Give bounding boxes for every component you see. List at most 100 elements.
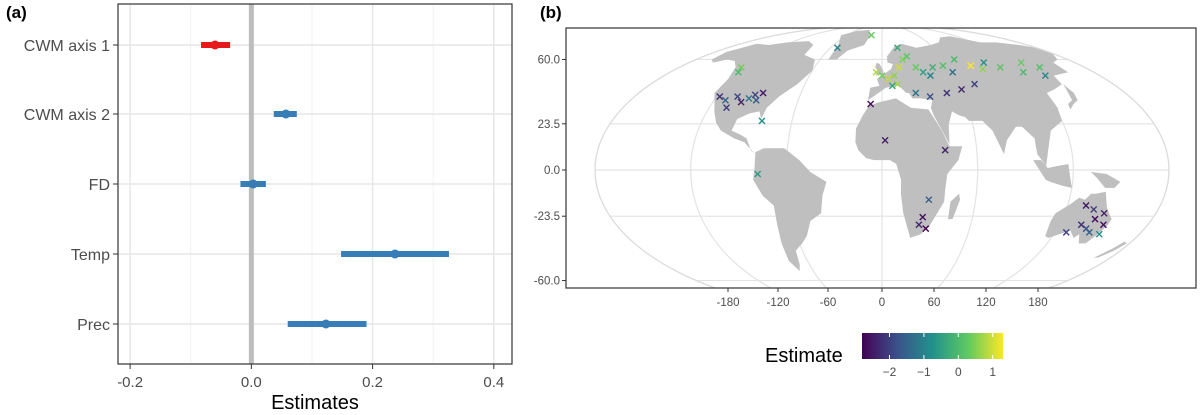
lon-tick-label: 180 [1028, 297, 1047, 309]
lon-tick-label: 120 [976, 297, 995, 309]
estimate-point [281, 109, 291, 119]
site-marker [926, 93, 934, 101]
site-marker [1077, 221, 1085, 229]
row-label: CWM axis 2 [24, 107, 110, 124]
x-tick-label: 0.0 [241, 374, 262, 391]
site-marker [723, 104, 731, 112]
map-area [594, 28, 1170, 288]
site-marker [925, 196, 933, 204]
site-marker [1017, 59, 1025, 67]
panel-b-label: (b) [540, 3, 562, 22]
site-marker [734, 68, 742, 76]
plot-border [117, 3, 513, 365]
site-marker [881, 136, 889, 144]
lat-tick-label: 0.0 [544, 165, 560, 177]
site-marker [1095, 230, 1103, 238]
site-marker [1019, 68, 1027, 76]
site-marker [721, 96, 729, 104]
site-marker [971, 80, 979, 88]
site-marker [958, 85, 966, 93]
x-tick-label: -0.2 [117, 374, 143, 391]
x-axis-title: Estimates [271, 392, 359, 414]
row-label: Prec [77, 317, 110, 334]
site-marker [950, 55, 958, 63]
site-marker [890, 72, 898, 80]
landmass [1033, 160, 1072, 188]
lon-tick-label: 60 [928, 297, 941, 309]
legend-colorbar [862, 333, 1003, 359]
lat-tick-label: -60.0 [534, 276, 560, 288]
site-marker [737, 98, 745, 106]
site-marker [1091, 215, 1099, 223]
site-marker [884, 75, 892, 83]
site-marker [867, 100, 875, 108]
x-tick-label: 0.4 [483, 374, 504, 391]
site-marker [903, 52, 911, 60]
panel-a: (a) CWM axis 1 CWM axis 2 FD Temp Prec -0.2 0.0… [6, 3, 513, 414]
projection-outline [594, 28, 1170, 288]
site-marker [929, 63, 937, 71]
site-marker [893, 44, 901, 52]
lon-tick-label: 0 [879, 297, 885, 309]
site-marker [752, 96, 760, 104]
panel-b: (b) 60.0 23.5 0.0 -23.5 -60.0 -180 -120 -60 0 60 12… [534, 3, 1197, 379]
landmass [948, 193, 960, 220]
site-marker [878, 72, 886, 80]
estimate-point [321, 319, 331, 329]
legend-tick-label: 1 [989, 365, 996, 379]
site-marker [893, 80, 901, 88]
site-marker [996, 63, 1004, 71]
site-marker [1041, 72, 1049, 80]
site-marker [867, 31, 875, 39]
lat-tick-label: 23.5 [538, 119, 560, 131]
site-marker [912, 63, 920, 71]
site-marker [912, 89, 920, 97]
site-marker [737, 63, 745, 71]
site-marker [1090, 205, 1098, 213]
color-legend: Estimate −2 −1 0 1 [765, 333, 1003, 379]
landmass [753, 148, 827, 271]
lon-tick-label: -180 [716, 297, 739, 309]
site-marker [980, 59, 988, 67]
estimate-point [248, 179, 258, 189]
lat-tick-label: -23.5 [534, 211, 560, 223]
site-marker [745, 94, 753, 102]
site-marker [926, 72, 934, 80]
row-label: Temp [71, 247, 110, 264]
site-marker [1085, 228, 1093, 236]
site-marker [888, 82, 896, 90]
site-marker [1082, 202, 1090, 210]
legend-tick-label: 0 [955, 365, 962, 379]
site-marker [919, 213, 927, 221]
site-marker [1100, 209, 1108, 217]
site-marker [754, 170, 762, 178]
site-marker [895, 63, 903, 71]
legend-tick-label: −1 [917, 365, 931, 379]
landmass [1045, 191, 1112, 244]
site-marker [1099, 221, 1107, 229]
legend-tick-label: −2 [883, 365, 897, 379]
site-marker [751, 91, 759, 99]
site-marker [759, 89, 767, 97]
estimate-point [390, 249, 400, 259]
landmass [855, 98, 963, 238]
site-marker [939, 62, 947, 70]
lat-tick-label: 60.0 [538, 54, 560, 66]
site-marker [949, 68, 957, 76]
site-marker [872, 68, 880, 76]
site-marker [1062, 228, 1070, 236]
site-marker [758, 117, 766, 125]
row-label: FD [89, 177, 110, 194]
x-tick-label: 0.2 [362, 374, 383, 391]
landmass [828, 29, 870, 60]
site-marker [979, 65, 987, 73]
site-marker [922, 225, 930, 233]
landmass [1090, 172, 1121, 188]
site-marker [915, 221, 923, 229]
site-marker [943, 89, 951, 97]
site-marker [941, 146, 949, 154]
site-marker [919, 68, 927, 76]
panel-a-label: (a) [6, 3, 27, 22]
site-marker [716, 93, 724, 101]
